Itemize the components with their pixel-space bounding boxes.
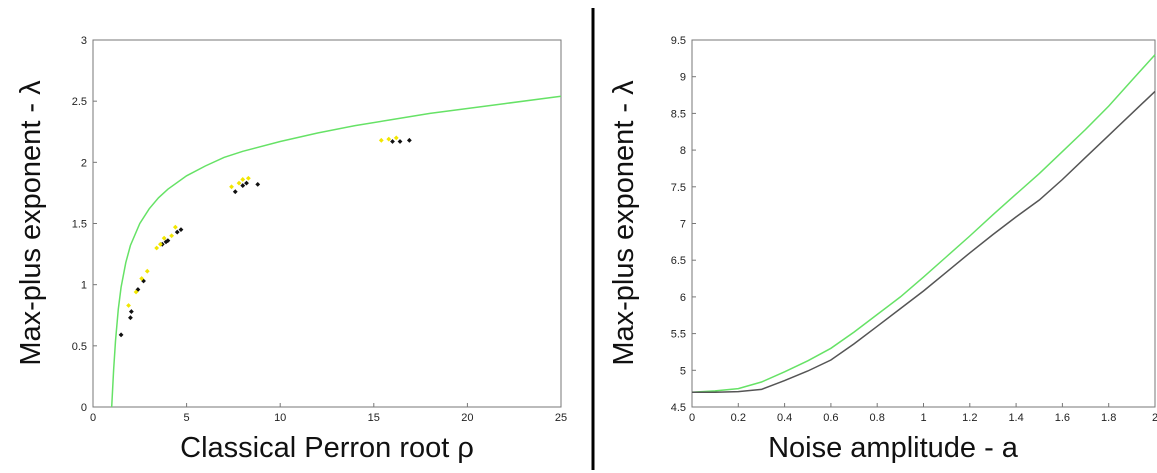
scatter-point	[128, 315, 133, 321]
y-tick-label: 2.5	[72, 96, 87, 108]
x-tick-label: 2	[1152, 412, 1157, 424]
y-tick-label: 1	[81, 280, 87, 292]
y-tick-label: 5	[680, 365, 686, 377]
y-tick-label: 5.5	[671, 329, 686, 341]
scatter-point	[232, 189, 238, 195]
y-tick-label: 6	[680, 292, 686, 304]
left-axis-ticks: 0 5 10 15 20 25 0 0.5 1 1.5 2 2.5 3	[72, 35, 567, 424]
left-plot-area	[110, 95, 562, 408]
x-tick-label: 1.6	[1055, 412, 1070, 424]
y-tick-label: 6.5	[671, 255, 686, 267]
y-tick-label: 9	[680, 72, 686, 84]
right-plot-area	[691, 54, 1156, 394]
scatter-point	[174, 229, 180, 235]
scatter-point	[390, 139, 395, 144]
y-tick-label: 7.5	[671, 182, 686, 194]
x-tick-label: 0.4	[777, 412, 792, 424]
y-tick-label: 4.5	[671, 402, 686, 414]
right-axis-ticks: 0 0.2 0.4 0.6 0.8 1 1.2 1.4 1.6 1.8 2 4.5 5 5.5 6 6.5 7 7…	[671, 35, 1157, 424]
right-chart: 0 0.2 0.4 0.6 0.8 1 1.2 1.4 1.6 1.8 2 4.5 5 5.5 6 6.5 7 7…	[608, 35, 1157, 464]
scatter-point	[165, 238, 171, 244]
scatter-point	[229, 184, 234, 190]
scatter-point	[244, 180, 249, 186]
scatter-point	[163, 239, 169, 245]
y-tick-label: 8	[680, 145, 686, 157]
scatter-point	[118, 332, 124, 338]
x-tick-label: 0.6	[823, 412, 838, 424]
scatter-point	[236, 180, 242, 186]
scatter-point	[144, 268, 150, 274]
y-tick-label: 9.5	[671, 35, 686, 47]
scatter-point	[161, 235, 167, 241]
y-tick-label: 0	[81, 402, 87, 414]
x-tick-label: 1.2	[962, 412, 977, 424]
right-x-axis-label: Noise amplitude - a	[768, 432, 1019, 464]
scatter-point	[386, 136, 392, 142]
x-tick-label: 15	[368, 412, 380, 424]
x-tick-label: 1.8	[1101, 412, 1116, 424]
scatter-point	[240, 177, 246, 182]
y-tick-label: 2	[81, 157, 87, 169]
scatter-point	[397, 139, 403, 144]
y-tick-label: 1.5	[72, 219, 87, 231]
right-plot-frame	[691, 39, 1156, 408]
scatter-point	[245, 175, 251, 181]
scatter-point	[406, 137, 412, 143]
y-tick-label: 8.5	[671, 108, 686, 120]
scatter-point	[393, 135, 399, 141]
y-tick-label: 7	[680, 219, 686, 231]
bound-curve	[110, 95, 562, 408]
series-line	[691, 54, 1156, 394]
scatter-point	[378, 137, 384, 143]
x-tick-label: 0	[689, 412, 695, 424]
scatter-point	[154, 245, 160, 251]
x-tick-label: 25	[555, 412, 567, 424]
right-y-axis-label: Max-plus exponent - λ	[608, 80, 640, 366]
x-tick-label: 0	[90, 412, 96, 424]
scatter-point	[240, 183, 246, 188]
scatter-point	[178, 227, 184, 233]
scatter-point	[133, 289, 139, 295]
scatter-point	[169, 233, 175, 239]
x-tick-label: 0.8	[870, 412, 885, 424]
left-x-axis-label: Classical Perron root ρ	[180, 432, 474, 464]
x-tick-label: 10	[274, 412, 286, 424]
series-line	[692, 90, 1156, 394]
scatter-point	[126, 303, 131, 308]
left-y-axis-label: Max-plus exponent - λ	[15, 80, 47, 366]
x-tick-label: 0.2	[731, 412, 746, 424]
scatter-point	[255, 181, 261, 187]
scatter-point	[172, 224, 178, 230]
x-tick-label: 1	[920, 412, 926, 424]
x-tick-label: 5	[184, 412, 190, 424]
y-tick-label: 0.5	[72, 341, 87, 353]
x-tick-label: 1.4	[1008, 412, 1023, 424]
scatter-point	[157, 241, 163, 247]
scatter-point	[139, 276, 145, 281]
scatter-point	[135, 287, 141, 292]
x-tick-label: 20	[461, 412, 473, 424]
scatter-point	[128, 309, 134, 314]
left-chart: 0 5 10 15 20 25 0 0.5 1 1.5 2 2.5 3 Classical Perron…	[15, 35, 567, 464]
left-plot-frame	[92, 39, 562, 408]
y-tick-label: 3	[81, 35, 87, 47]
